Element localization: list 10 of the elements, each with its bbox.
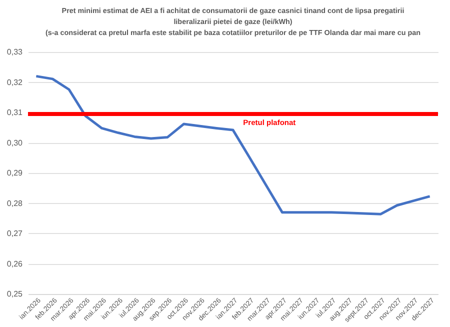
y-tick-label: 0,29 (6, 168, 24, 178)
y-tick-label: 0,25 (6, 290, 24, 298)
line-series (34, 74, 432, 216)
y-tick-label: 0,26 (6, 259, 24, 268)
y-tick-label: 0,31 (6, 108, 24, 117)
y-tick-label: 0,30 (6, 138, 24, 148)
y-tick-label: 0,33 (6, 48, 24, 56)
y-tick-label: 0,32 (6, 78, 24, 87)
y-tick-label: 0,27 (6, 229, 24, 238)
y-tick-label: 0,28 (6, 198, 24, 208)
